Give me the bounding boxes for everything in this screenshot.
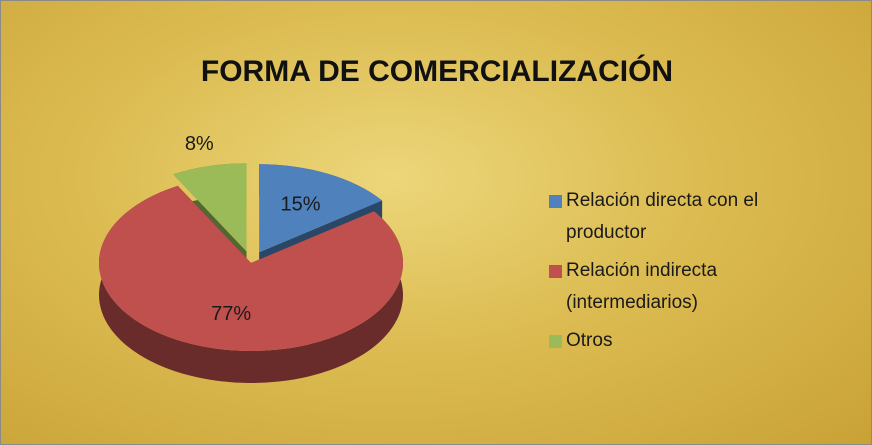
legend-item: Relación directa con el productor <box>549 185 799 249</box>
legend-swatch <box>549 265 562 278</box>
legend-swatch <box>549 335 562 348</box>
data-label: 77% <box>211 303 251 325</box>
pie-slice <box>259 164 383 253</box>
chart-title: FORMA DE COMERCIALIZACIÓN <box>201 54 673 88</box>
data-label: 15% <box>281 194 321 216</box>
pie-slice <box>99 185 404 351</box>
legend-item: Relación indirecta (intermediarios) <box>549 255 799 319</box>
pie-slice <box>173 163 247 252</box>
legend-label: Otros <box>566 330 613 351</box>
legend: Relación directa con el productor Relació… <box>549 185 799 363</box>
data-label: 8% <box>185 133 214 155</box>
legend-swatch <box>549 195 562 208</box>
legend-label: Relación directa con el productor <box>566 190 759 243</box>
legend-item: Otros <box>549 325 799 357</box>
legend-label: Relación indirecta (intermediarios) <box>566 260 718 313</box>
